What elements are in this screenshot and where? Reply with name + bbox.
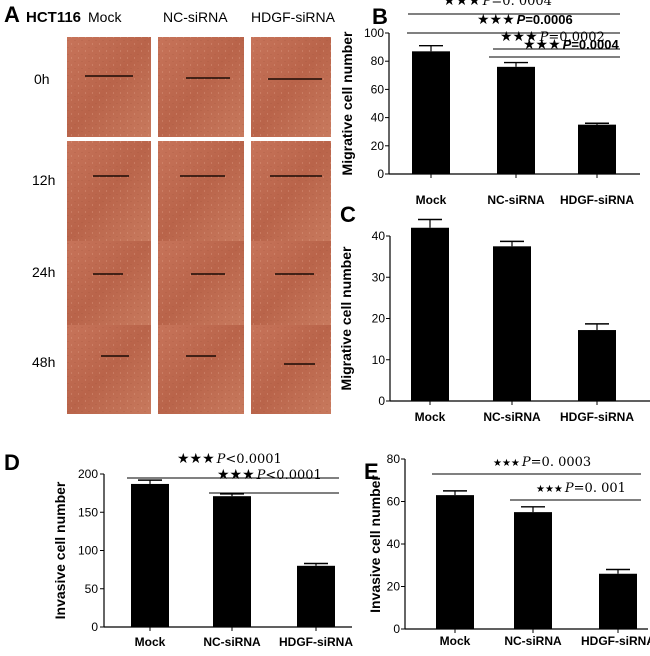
micrograph-hdgf-sirna-0h-texture — [251, 37, 331, 137]
chart-b-y-axis-label: Migrative cell number — [339, 31, 355, 175]
chart-b-y-tick-label: 60 — [371, 82, 385, 96]
chart-c-y-tick-label: 20 — [372, 312, 386, 326]
panel-c-label: C — [340, 202, 356, 227]
chart-b-significance-label: ★★★ P=0. 0004 — [443, 0, 552, 9]
chart-c-y-axis-label: Migrative cell number — [338, 246, 354, 390]
chart-c-significance-label: ★★★ P=0.0006 — [477, 12, 573, 28]
panel-d-label: D — [4, 450, 20, 475]
chart-b-category-label: Mock — [416, 193, 447, 207]
chart-d-significance-label: ★★★ P<0.0001 — [177, 451, 282, 467]
chart-d-y-tick-label: 150 — [78, 505, 98, 519]
chart-e-significance-label: ★★★ P=0. 0003 — [493, 455, 591, 470]
chart-c-bar — [411, 227, 449, 401]
chart-d-category-label: HDGF-siRNA — [279, 635, 353, 649]
chart-b-y-tick-label: 100 — [364, 26, 384, 40]
chart-e-bar — [599, 573, 637, 629]
chart-d: D 0 50 100 150 200 Invasive cell number Mock NC-… — [4, 450, 353, 649]
column-separator — [244, 35, 251, 416]
chart-e-y-axis-label: Invasive cell number — [367, 475, 383, 613]
micrograph-hdgf-sirna-24h-texture — [251, 241, 331, 325]
chart-d-category-label: NC-siRNA — [203, 635, 261, 649]
micrograph-hdgf-sirna-12h-texture — [251, 141, 331, 241]
column-separator — [151, 35, 158, 416]
micrograph-nc-sirna-24h-texture — [158, 241, 244, 325]
chart-d-y-axis-label: Invasive cell number — [52, 481, 68, 619]
chart-c-bar — [578, 330, 616, 401]
chart-c-bar — [493, 246, 531, 401]
chart-e-bar — [514, 512, 552, 629]
chart-e-y-tick-label: 40 — [387, 537, 401, 551]
chart-d-y-tick-label: 200 — [78, 467, 98, 481]
row-separator — [65, 137, 333, 141]
chart-d-category-label: Mock — [135, 635, 166, 649]
chart-d-y-tick-label: 100 — [78, 544, 98, 558]
chart-e-y-tick-label: 0 — [393, 622, 400, 636]
column-header-mock: Mock — [88, 9, 122, 25]
chart-b: B 0 20 40 60 80 100 Migrative cell number Mock NC… — [339, 0, 640, 207]
chart-c-category-label: Mock — [415, 410, 446, 424]
chart-c-y-tick-label: 40 — [372, 229, 386, 243]
chart-b-bar — [578, 124, 616, 174]
micrograph-mock-12h-texture — [67, 141, 151, 241]
chart-e-y-tick-label: 20 — [387, 580, 401, 594]
chart-b-bar — [412, 51, 450, 174]
chart-e: E 0 20 40 60 80 Invasive cell number Mock NC-siR… — [364, 452, 650, 648]
microscopy-grid — [65, 35, 333, 416]
panel-e-label: E — [364, 459, 379, 484]
chart-b-category-label: HDGF-siRNA — [560, 193, 634, 207]
chart-c-category-label: NC-siRNA — [483, 410, 541, 424]
chart-c-y-tick-label: 10 — [372, 353, 386, 367]
chart-b-y-tick-label: 0 — [377, 167, 384, 181]
chart-b-y-tick-label: 40 — [371, 111, 385, 125]
chart-d-bar — [131, 483, 169, 627]
chart-c-y-tick-label: 30 — [372, 270, 386, 284]
micrograph-nc-sirna-48h-texture — [158, 325, 244, 414]
micrograph-mock-48h-texture — [67, 325, 151, 414]
chart-c-y-tick-label: 0 — [378, 394, 385, 408]
panel-b-label: B — [372, 4, 388, 29]
chart-d-significance-label: ★★★ P<0.0001 — [217, 467, 322, 483]
micrograph-nc-sirna-0h-texture — [158, 37, 244, 137]
column-header-hdgf-sirna: HDGF-siRNA — [251, 9, 336, 25]
micrograph-hdgf-sirna-48h-texture — [251, 325, 331, 414]
chart-e-y-tick-label: 80 — [387, 452, 401, 466]
chart-b-category-label: NC-siRNA — [487, 193, 545, 207]
chart-c-significance-label: ★★★ P=0.0004 — [523, 37, 619, 53]
timepoint-label-0h: 0h — [34, 71, 50, 87]
micrograph-mock-24h-texture — [67, 241, 151, 325]
chart-e-category-label: Mock — [440, 634, 471, 648]
timepoint-label-48h: 48h — [32, 354, 55, 370]
chart-e-y-tick-label: 60 — [387, 495, 401, 509]
chart-b-y-tick-label: 20 — [371, 139, 385, 153]
chart-c-category-label: HDGF-siRNA — [560, 410, 634, 424]
chart-d-y-tick-label: 50 — [85, 582, 99, 596]
chart-d-bar — [213, 496, 251, 627]
panel-a: A HCT116 Mock NC-siRNA HDGF-siRNA 0h 12h… — [4, 2, 336, 416]
timepoint-label-12h: 12h — [32, 172, 55, 188]
chart-b-y-tick-label: 80 — [371, 54, 385, 68]
column-header-nc-sirna: NC-siRNA — [163, 9, 228, 25]
chart-e-category-label: HDGF-siRNA — [581, 634, 650, 648]
timepoint-label-24h: 24h — [32, 264, 55, 280]
micrograph-nc-sirna-12h-texture — [158, 141, 244, 241]
micrograph-mock-0h-texture — [67, 37, 151, 137]
chart-d-bar — [297, 565, 335, 627]
panel-a-label: A — [4, 2, 20, 27]
chart-c: C 0 10 20 30 40 Migrative cell number Mock NC-si… — [338, 12, 650, 424]
chart-e-category-label: NC-siRNA — [504, 634, 562, 648]
chart-d-y-tick-label: 0 — [91, 620, 98, 634]
chart-b-bar — [497, 66, 535, 174]
cell-line-label: HCT116 — [26, 9, 81, 26]
chart-e-significance-label: ★★★ P=0. 001 — [536, 481, 626, 496]
chart-e-bar — [436, 495, 474, 629]
